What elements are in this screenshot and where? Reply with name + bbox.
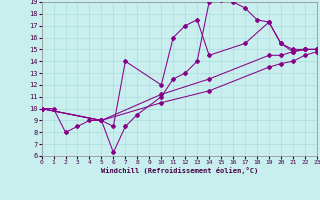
X-axis label: Windchill (Refroidissement éolien,°C): Windchill (Refroidissement éolien,°C) bbox=[100, 167, 258, 174]
